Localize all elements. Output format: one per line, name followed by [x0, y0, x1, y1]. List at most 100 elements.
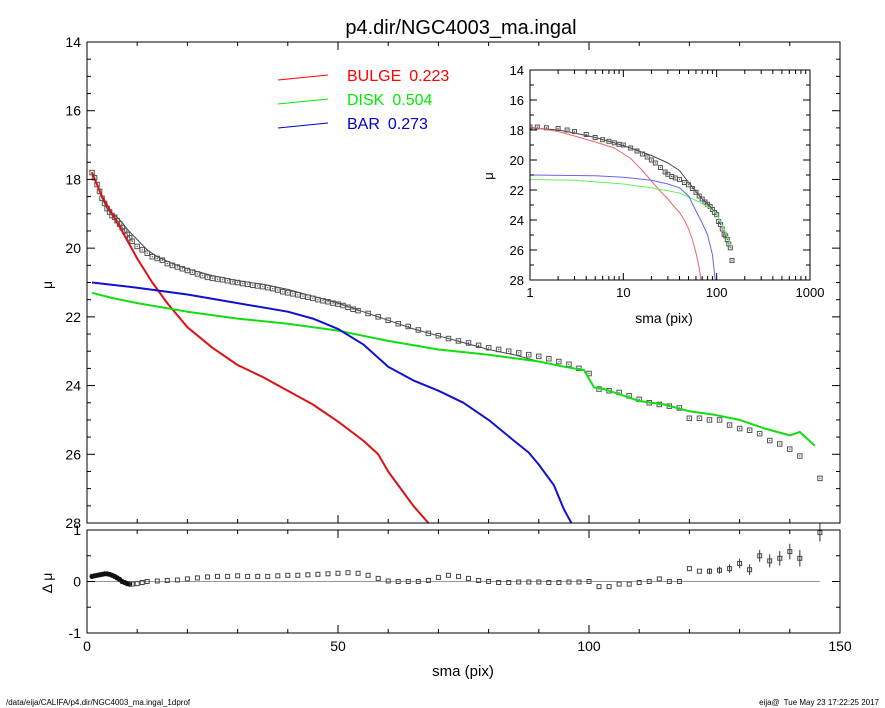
residual-ytick-label: -1	[69, 625, 82, 641]
observed-point	[475, 342, 482, 349]
residual-point	[325, 571, 331, 577]
inset-observed-point-center	[667, 173, 669, 175]
observed-point	[310, 295, 316, 302]
observed-point-center	[129, 237, 131, 239]
inset-ytick-label: 26	[510, 243, 524, 258]
observed-point	[159, 257, 166, 263]
residual-point	[154, 578, 160, 584]
observed-point-center	[447, 337, 450, 340]
residual-point	[656, 576, 662, 582]
residual-point	[456, 573, 461, 579]
observed-point	[134, 243, 140, 250]
observed-point	[129, 238, 135, 244]
inset-observed-point	[620, 142, 626, 148]
main-ytick-label: 24	[65, 378, 81, 394]
inset-observed-point	[693, 189, 699, 195]
observed-point	[395, 321, 401, 327]
observed-point	[516, 350, 522, 356]
disk-component-line	[91, 291, 816, 447]
inset-observed-point-center	[674, 177, 676, 179]
inset-observed-point	[714, 212, 720, 218]
inset-observed-point-center	[691, 187, 694, 190]
inset-x-axis-label: sma (pix)	[635, 310, 693, 326]
inset-observed-point-center	[608, 140, 610, 142]
x-axis-label: sma (pix)	[432, 663, 494, 680]
inset-observed-point-center	[719, 223, 722, 226]
inset-observed-point-center	[731, 259, 733, 262]
observed-point-center	[347, 306, 349, 308]
observed-point	[485, 345, 492, 351]
observed-point	[259, 283, 266, 290]
legend-swatch-bar	[277, 122, 329, 129]
inset-observed-point	[689, 186, 695, 191]
observed-point-center	[257, 285, 259, 287]
inset-observed-point-center	[729, 247, 731, 249]
inset-observed-point-center	[726, 238, 728, 241]
observed-point	[280, 289, 286, 295]
observed-point	[425, 330, 432, 337]
observed-point-center	[236, 281, 239, 284]
inset-observed-point-center	[659, 166, 662, 169]
footer-timestamp: Tue May 23 17:22:25 2017	[783, 698, 879, 707]
inset-observed-point-center	[725, 235, 727, 237]
main-ytick-label: 26	[65, 446, 81, 462]
residual-point	[466, 575, 471, 581]
observed-point-center	[588, 372, 590, 375]
residual-point	[636, 580, 642, 585]
observed-point-center	[171, 264, 173, 266]
observed-point-center	[211, 277, 214, 280]
residual-point	[616, 581, 622, 587]
observed-point	[556, 358, 562, 365]
observed-point-center	[819, 477, 821, 479]
observed-point-center	[437, 335, 440, 337]
observed-point-center	[252, 284, 254, 286]
residual-point	[767, 558, 773, 564]
inset-ytick-label: 18	[510, 123, 524, 138]
inset-observed-point	[592, 135, 598, 140]
observed-point-center	[367, 312, 369, 315]
residual-point	[757, 553, 763, 559]
observed-point-center	[246, 283, 249, 285]
observed-point-center	[146, 252, 148, 254]
observed-point-center	[206, 276, 209, 278]
observed-point	[777, 441, 783, 447]
observed-point	[736, 425, 743, 432]
residual-point	[144, 579, 150, 584]
inset-observed-point-center	[687, 184, 690, 186]
observed-point	[505, 348, 512, 354]
residual-xtick-label: 100	[577, 638, 601, 654]
bulge-component-line	[91, 172, 430, 523]
observed-point-center	[307, 296, 309, 298]
inset-observed-point	[572, 129, 577, 134]
residual-point	[536, 579, 542, 585]
observed-point-center	[191, 271, 194, 273]
inset-observed-point	[564, 127, 570, 133]
observed-point	[767, 437, 773, 444]
observed-point	[756, 430, 763, 437]
residual-point	[134, 581, 140, 587]
legend-name-disk: DISK	[347, 92, 385, 109]
observed-point-center	[282, 291, 284, 293]
observed-point-center	[538, 355, 540, 358]
residual-point	[666, 579, 672, 584]
observed-point-center	[216, 278, 219, 280]
residual-point	[445, 572, 451, 578]
residual-point	[174, 577, 180, 583]
observed-point-center	[262, 285, 264, 288]
observed-point	[787, 446, 793, 452]
inset-observed-point-center	[573, 130, 576, 133]
residual-point	[506, 580, 512, 585]
observed-point-center	[267, 287, 269, 289]
observed-point-center	[181, 268, 184, 270]
residual-point	[727, 566, 733, 572]
observed-point-center	[327, 301, 329, 303]
inset-observed-point	[686, 182, 692, 188]
inset-observed-point	[677, 177, 682, 182]
observed-point-center	[738, 427, 741, 430]
inset-y-axis-label: μ	[481, 172, 496, 180]
residual-xtick-label: 150	[828, 638, 852, 654]
chart-title: p4.dir/NGC4003_ma.ingal	[345, 17, 576, 39]
residual-point	[335, 570, 341, 576]
observed-point	[385, 317, 391, 323]
observed-point-center	[337, 303, 339, 305]
